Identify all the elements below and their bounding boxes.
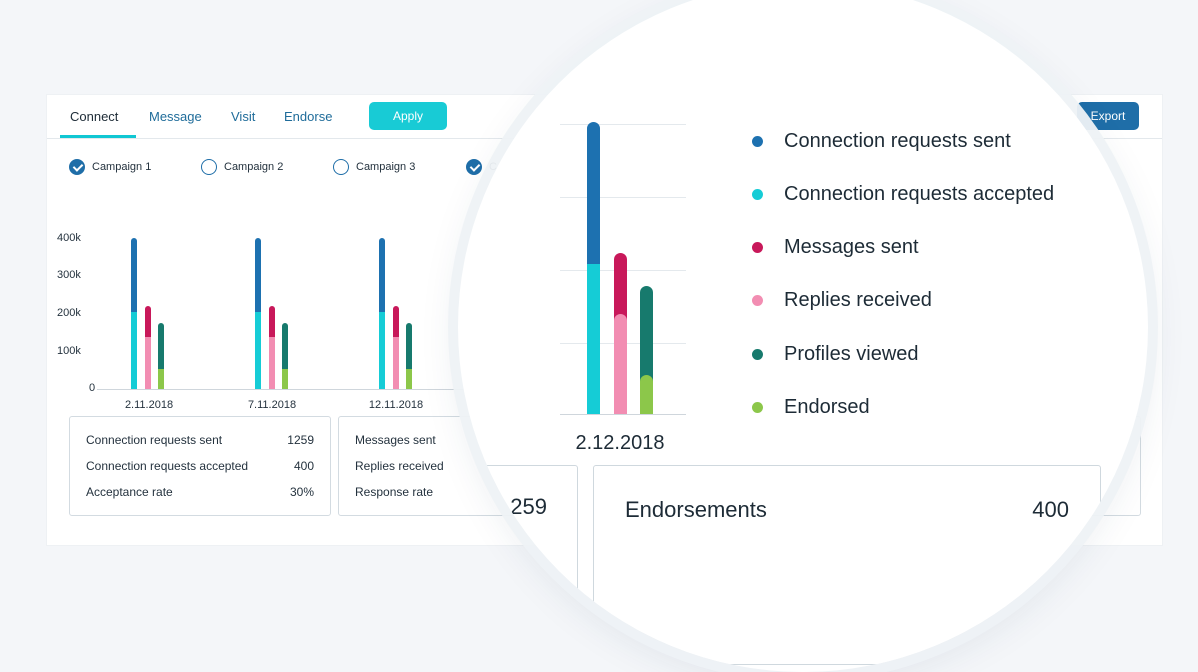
- checkbox-checked-icon: [466, 159, 482, 175]
- apply-button[interactable]: Apply: [369, 102, 447, 130]
- endorsements-value: 400: [1032, 497, 1069, 522]
- bar-messages-base: [145, 337, 151, 389]
- bar-messages-base: [269, 337, 275, 389]
- y-tick-label: 0: [89, 382, 96, 394]
- campaign-label: Campaign 3: [356, 161, 416, 173]
- endorsements-stat-box: Endorsements 400: [593, 465, 1101, 665]
- zoom-date-label: 2.12.2018: [575, 432, 665, 454]
- legend-dot-icon: [752, 349, 763, 360]
- y-tick-label: 300k: [57, 269, 81, 281]
- campaign-2-checkbox[interactable]: Campaign 2: [201, 159, 283, 175]
- zoom-x-axis: [560, 414, 686, 415]
- legend-endorsed: Endorsed: [752, 396, 870, 419]
- legend-dot-icon: [752, 136, 763, 147]
- bar-connection-base: [255, 311, 261, 389]
- checkbox-checked-icon: [69, 159, 85, 175]
- bar-profiles-base: [406, 368, 412, 389]
- bar-profiles-total: [282, 322, 288, 389]
- x-tick-label: 7.11.2018: [247, 399, 297, 411]
- checkbox-unchecked-icon: [201, 159, 217, 175]
- bar-profiles-base: [158, 368, 164, 389]
- x-tick-label: 2.11.2018: [124, 399, 174, 411]
- bar-profiles-base: [282, 368, 288, 389]
- legend-dot-icon: [752, 189, 763, 200]
- y-tick-label: 400k: [57, 232, 81, 244]
- legend-connection-requests-accepted: Connection requests accepted: [752, 183, 1054, 206]
- x-tick-label: 12.11.2018: [368, 399, 424, 411]
- y-tick-label: 100k: [57, 345, 81, 357]
- bar-profiles-total: [406, 322, 412, 389]
- y-tick-label: 200k: [57, 307, 81, 319]
- grid-line: [560, 124, 686, 125]
- tab-visit[interactable]: Visit: [231, 109, 256, 124]
- campaign-1-checkbox[interactable]: Campaign 1: [69, 159, 151, 175]
- stat-row: Connection requests accepted 400: [86, 459, 314, 473]
- stat-row: Acceptance rate 30%: [86, 485, 314, 499]
- magnifier-lens: 2.12.2018 Connection requests sent Conne…: [458, 0, 1148, 672]
- stat-row: Connection requests sent 1259: [86, 433, 314, 447]
- export-button[interactable]: Export: [1077, 102, 1139, 130]
- active-tab-indicator: [60, 135, 136, 138]
- legend-dot-icon: [752, 402, 763, 413]
- tab-connect[interactable]: Connect: [70, 109, 119, 124]
- zoom-bar-profiles-base: [640, 375, 653, 414]
- stat-row: Messages sent: [355, 433, 436, 447]
- bar-connection-base: [379, 311, 385, 389]
- tab-message[interactable]: Message: [149, 109, 202, 124]
- zoom-bar-messages-base: [614, 313, 627, 414]
- legend-profiles-viewed: Profiles viewed: [752, 343, 919, 366]
- bar-messages-base: [393, 337, 399, 389]
- partial-stat-value: 259: [510, 494, 547, 519]
- campaign-4-checkbox[interactable]: C: [466, 159, 497, 175]
- bar-connection-base: [131, 311, 137, 389]
- tab-endorse[interactable]: Endorse: [284, 109, 333, 124]
- stat-row: Replies received: [355, 459, 444, 473]
- legend-connection-requests-sent: Connection requests sent: [752, 130, 1011, 153]
- checkbox-unchecked-icon: [333, 159, 349, 175]
- legend-messages-sent: Messages sent: [752, 236, 919, 259]
- grid-line: [560, 197, 686, 198]
- campaign-label: Campaign 1: [92, 161, 152, 173]
- connection-stats-box: Connection requests sent 1259 Connection …: [69, 416, 331, 516]
- zoom-bar-connection-base: [587, 264, 600, 414]
- stat-row: Response rate: [355, 485, 434, 499]
- bar-profiles-total: [158, 322, 164, 389]
- campaign-label: C: [489, 161, 497, 173]
- endorsements-label: Endorsements: [625, 497, 767, 522]
- zoom-stat-box-partial: 259: [458, 465, 578, 665]
- legend-dot-icon: [752, 295, 763, 306]
- campaign-3-checkbox[interactable]: Campaign 3: [333, 159, 415, 175]
- legend-replies-received: Replies received: [752, 289, 932, 312]
- legend-dot-icon: [752, 242, 763, 253]
- campaign-label: Campaign 2: [224, 161, 284, 173]
- x-axis-line: [97, 389, 477, 390]
